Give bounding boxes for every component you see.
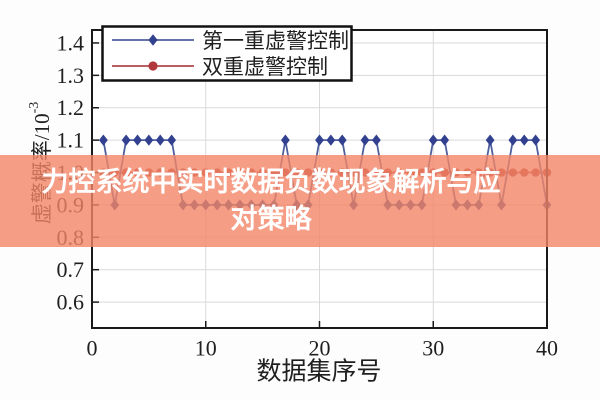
y-tick-label: 1.4: [57, 30, 85, 55]
diamond-marker: [98, 134, 108, 146]
diamond-marker: [121, 134, 131, 146]
x-tick-label: 0: [87, 336, 98, 361]
y-tick-label: 1.3: [57, 63, 85, 88]
diamond-marker: [326, 134, 336, 146]
x-tick-labels: 0 10 20 30 40: [87, 336, 559, 361]
y-tick-label: 1.1: [57, 128, 85, 153]
diamond-marker: [519, 134, 529, 146]
diamond-marker: [371, 134, 381, 146]
legend-label-series2: 双重虚警控制: [202, 55, 328, 79]
diamond-marker: [167, 134, 177, 146]
x-tick-label: 10: [195, 336, 217, 361]
x-tick-label: 30: [422, 336, 444, 361]
diamond-marker: [280, 134, 290, 146]
diamond-marker: [440, 134, 450, 146]
legend-label-series1: 第一重虚警控制: [202, 29, 349, 53]
diamond-marker: [428, 134, 438, 146]
x-tick-label: 20: [309, 336, 331, 361]
legend-diamond-marker: [148, 34, 158, 46]
banner-title-line1: 力控系统中实时数据负数现象解析与应: [41, 167, 501, 197]
diamond-marker: [531, 134, 541, 146]
diamond-marker: [485, 134, 495, 146]
y-tick-label: 1.2: [57, 95, 85, 120]
diamond-marker: [144, 134, 154, 146]
x-tick-label: 40: [536, 336, 558, 361]
y-tick-label: 0.6: [57, 290, 85, 315]
legend-box: [101, 25, 353, 82]
legend: 第一重虚警控制 双重虚警控制: [101, 25, 353, 82]
diamond-marker: [133, 134, 142, 146]
diamond-marker: [315, 134, 324, 146]
diamond-marker: [360, 134, 370, 146]
legend-circle-marker: [148, 61, 158, 71]
x-axis-label: 数据集序号: [256, 358, 381, 386]
diamond-marker: [508, 134, 518, 146]
title-banner-overlay: 力控系统中实时数据负数现象解析与应 对策略: [0, 155, 600, 247]
diamond-marker: [337, 134, 347, 146]
banner-title-line2: 对策略: [230, 204, 312, 234]
diamond-marker: [155, 134, 165, 146]
y-axis-label-superscript: -3: [27, 102, 42, 114]
y-tick-label: 0.7: [57, 257, 85, 282]
